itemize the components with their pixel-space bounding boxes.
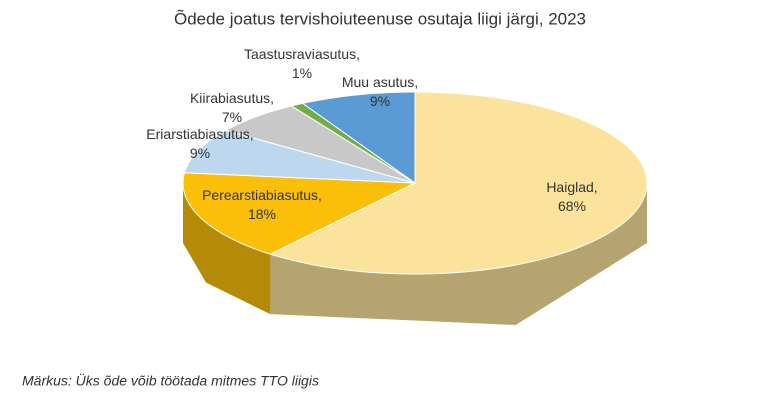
label-value: 68% (558, 198, 586, 214)
data-label: Haiglad, 68% (546, 179, 597, 214)
slice (183, 129, 416, 184)
label-category: Haiglad, (546, 179, 597, 195)
label-value: 7% (222, 109, 242, 125)
slice-side-shade (183, 183, 271, 315)
data-label: Perearstiabiasutus, 18% (202, 187, 322, 222)
label-value: 9% (190, 145, 210, 161)
slice-side (183, 183, 271, 315)
label-value: 1% (292, 65, 312, 81)
data-label: Kiirabiasutus, 7% (190, 90, 274, 125)
label-value: 18% (248, 206, 276, 222)
label-category: Perearstiabiasutus, (202, 187, 322, 203)
slice-side-shade (270, 183, 647, 325)
data-label: Taastusraviasutus, 1% (244, 46, 360, 81)
label-category: Eriarstiabiasutus, (146, 126, 253, 142)
footnote: Märkus: Üks õde võib töötada mitmes TTO … (22, 372, 319, 389)
label-value: 9% (370, 93, 390, 109)
slice (268, 91, 648, 275)
data-label: Muu asutus, 9% (342, 74, 418, 109)
data-label: Eriarstiabiasutus, 9% (146, 126, 253, 161)
slice (224, 105, 416, 184)
slice (301, 91, 416, 184)
label-category: Taastusraviasutus, (244, 46, 360, 62)
slice (182, 172, 416, 255)
label-category: Muu asutus, (342, 74, 418, 90)
chart-title: Õdede joatus tervishoiuteenuse osutaja l… (174, 9, 586, 28)
label-category: Kiirabiasutus, (190, 90, 274, 106)
slice-side (270, 183, 647, 325)
